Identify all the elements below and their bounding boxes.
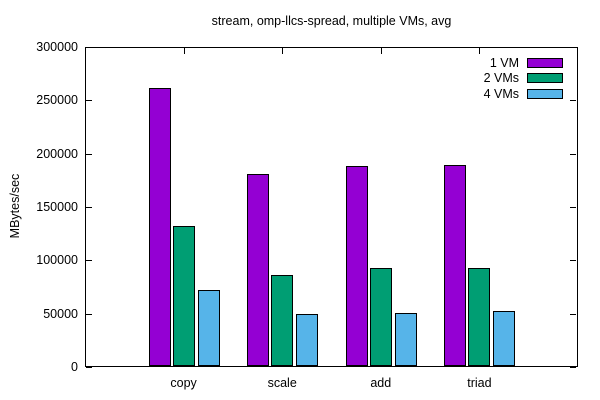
- x-tick-mark-top: [282, 48, 283, 54]
- y-tick-label: 50000: [43, 306, 78, 321]
- y-tick-label: 150000: [36, 200, 78, 214]
- y-tick-mark-left: [86, 314, 92, 315]
- legend-label: 4 VMs: [483, 86, 519, 101]
- y-tick-label: 250000: [36, 93, 78, 108]
- chart-title: stream, omp-llcs-spread, multiple VMs, a…: [211, 14, 452, 28]
- bar-triad-1-vm: [444, 165, 466, 366]
- y-tick-mark-right: [570, 154, 576, 155]
- x-tick-mark-top: [479, 48, 480, 54]
- y-tick-mark-right: [570, 367, 576, 368]
- y-tick-mark-left: [86, 367, 92, 368]
- x-tick-mark-top: [381, 48, 382, 54]
- y-tick-mark-right: [570, 314, 576, 315]
- bar-triad-4-vms: [493, 311, 515, 366]
- legend-row: 2 VMs: [430, 71, 563, 87]
- bar-add-4-vms: [395, 313, 417, 366]
- bar-copy-1-vm: [149, 88, 171, 366]
- y-tick-mark-right: [570, 100, 576, 101]
- y-tick-mark-right: [570, 207, 576, 208]
- x-category-label: copy: [170, 376, 197, 390]
- legend-label: 2 VMs: [483, 71, 519, 86]
- y-tick-label: 200000: [36, 146, 78, 161]
- legend-row: 4 VMs: [430, 86, 563, 102]
- y-tick-label: 0: [71, 360, 78, 374]
- legend: 1 VM 2 VMs 4 VMs: [430, 55, 563, 102]
- bar-copy-4-vms: [198, 290, 220, 366]
- bar-scale-4-vms: [296, 314, 318, 366]
- legend-swatch: [527, 57, 563, 68]
- x-category-label: add: [370, 376, 392, 390]
- y-tick-mark-right: [570, 47, 576, 48]
- x-tick-mark-top: [184, 48, 185, 54]
- y-tick-mark-left: [86, 100, 92, 101]
- y-tick-mark-left: [86, 207, 92, 208]
- y-axis-label: MBytes/sec: [8, 173, 22, 239]
- bar-add-1-vm: [346, 166, 368, 366]
- y-tick-mark-right: [570, 260, 576, 261]
- legend-swatch: [527, 88, 563, 99]
- legend-row: 1 VM: [430, 55, 563, 71]
- y-tick-label: 300000: [36, 40, 78, 54]
- y-tick-mark-left: [86, 154, 92, 155]
- bar-copy-2-vms: [173, 226, 195, 366]
- bar-add-2-vms: [370, 268, 392, 366]
- legend-label: 1 VM: [489, 55, 519, 70]
- legend-swatch: [527, 73, 563, 84]
- bar-triad-2-vms: [468, 268, 490, 366]
- x-category-label: triad: [467, 376, 492, 390]
- bar-scale-1-vm: [247, 174, 269, 366]
- bar-scale-2-vms: [271, 275, 293, 366]
- y-tick-mark-left: [86, 260, 92, 261]
- x-category-label: scale: [267, 376, 297, 390]
- y-tick-mark-left: [86, 47, 92, 48]
- y-tick-label: 100000: [36, 253, 78, 268]
